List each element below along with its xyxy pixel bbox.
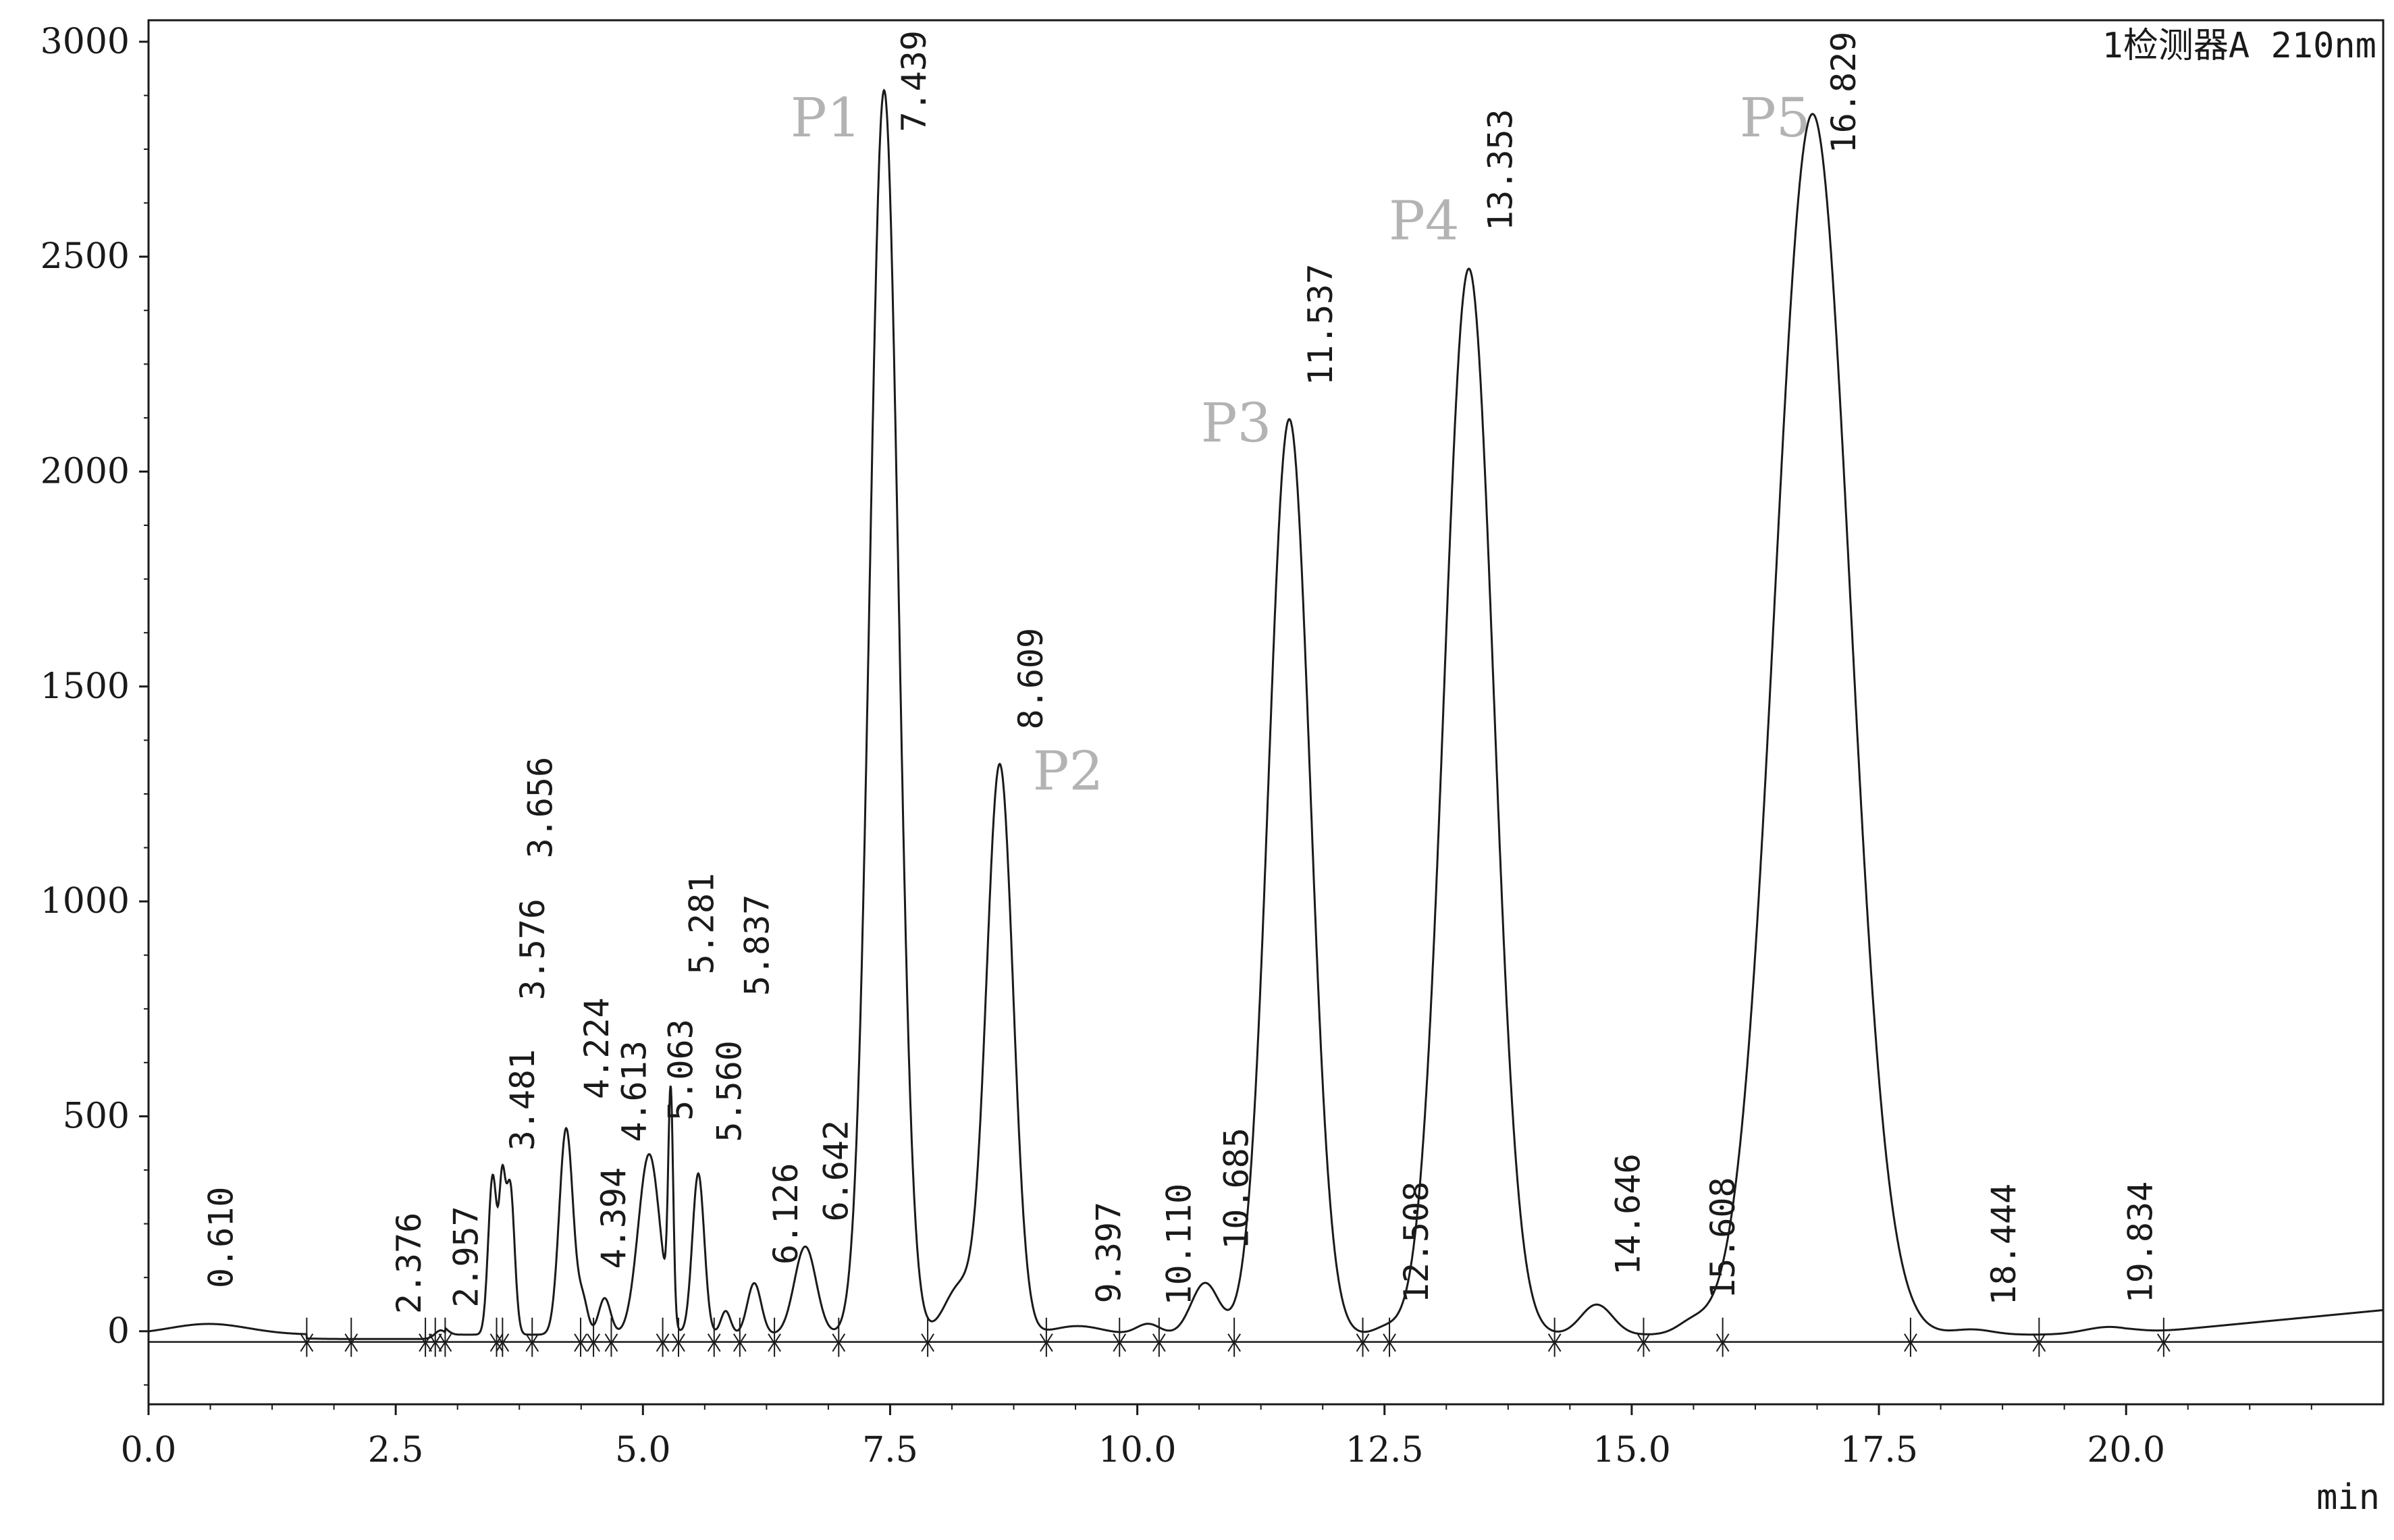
integration-mark bbox=[2157, 1317, 2171, 1357]
plot-frame bbox=[147, 19, 2385, 1406]
detector-label: 1检测器A 210nm bbox=[2102, 26, 2376, 66]
integration-mark bbox=[1715, 1317, 1730, 1357]
peak-retention-label: 5.560 bbox=[710, 1040, 749, 1142]
x-tick-label: 15.0 bbox=[1593, 1430, 1671, 1470]
integration-mark bbox=[707, 1317, 721, 1357]
integration-marks bbox=[300, 1317, 2171, 1357]
integration-mark bbox=[1227, 1317, 1241, 1357]
peak-retention-label: 4.613 bbox=[615, 1040, 654, 1142]
peak-retention-label: 4.224 bbox=[577, 997, 616, 1099]
peak-retention-label: 5.837 bbox=[737, 895, 776, 997]
peak-annotation: P5 bbox=[1740, 86, 1811, 149]
peak-annotation: P1 bbox=[791, 86, 861, 149]
y-tick-label: 2500 bbox=[41, 236, 130, 277]
x-tick-label: 2.5 bbox=[368, 1430, 424, 1470]
peak-retention-label: 9.397 bbox=[1090, 1202, 1129, 1304]
x-tick-label: 20.0 bbox=[2087, 1430, 2165, 1470]
x-tick-label: 7.5 bbox=[862, 1430, 918, 1470]
integration-mark bbox=[656, 1317, 670, 1357]
integration-mark bbox=[344, 1317, 358, 1357]
integration-mark bbox=[2032, 1317, 2046, 1357]
integration-mark bbox=[587, 1317, 600, 1357]
peak-retention-label: 3.481 bbox=[503, 1049, 542, 1151]
integration-mark bbox=[1113, 1317, 1127, 1357]
peak-retention-label: 2.957 bbox=[447, 1206, 486, 1308]
x-axis: 0.0 2.5 5.0 7.5 10.0 12.5 15.0 17.5 20.0 bbox=[121, 1404, 2312, 1470]
peak-annotation: P4 bbox=[1389, 190, 1460, 253]
integration-mark bbox=[1040, 1317, 1053, 1357]
peak-retention-label: 4.394 bbox=[594, 1167, 633, 1269]
y-tick-label: 0 bbox=[107, 1311, 130, 1352]
peak-retention-label: 13.353 bbox=[1481, 109, 1520, 231]
peak-retention-label: 6.642 bbox=[816, 1120, 855, 1222]
integration-mark bbox=[574, 1317, 587, 1357]
integration-mark bbox=[733, 1317, 747, 1357]
peak-retention-label: 5.063 bbox=[662, 1019, 701, 1121]
peak-retention-label: 8.609 bbox=[1011, 628, 1050, 730]
peak-retention-label: 0.610 bbox=[201, 1187, 240, 1289]
peak-retention-label: 5.281 bbox=[682, 873, 721, 975]
peak-retention-label: 10.685 bbox=[1217, 1127, 1256, 1250]
integration-mark bbox=[1904, 1317, 1917, 1357]
x-tick-label: 0.0 bbox=[121, 1430, 177, 1470]
x-tick-label: 5.0 bbox=[615, 1430, 671, 1470]
x-tick-label: 17.5 bbox=[1840, 1430, 1918, 1470]
chromatogram-trace bbox=[148, 88, 2384, 1340]
peak-retention-label: 3.576 bbox=[513, 899, 552, 1001]
integration-mark bbox=[496, 1317, 510, 1357]
y-tick-label: 1000 bbox=[41, 881, 130, 922]
peak-labels: 0.610 2.376 2.957 3.481 3.576 3.656 4.224 4.394… bbox=[201, 30, 2160, 1314]
peak-retention-label: 19.834 bbox=[2121, 1181, 2160, 1304]
y-tick-label: 500 bbox=[63, 1096, 130, 1136]
integration-mark bbox=[1356, 1317, 1370, 1357]
peak-annotation: P3 bbox=[1201, 392, 1272, 454]
integration-mark bbox=[1383, 1317, 1396, 1357]
peak-retention-label: 7.439 bbox=[895, 30, 934, 132]
peak-retention-label: 15.608 bbox=[1703, 1177, 1743, 1299]
peak-retention-label: 18.444 bbox=[1984, 1184, 2023, 1306]
x-tick-label: 10.0 bbox=[1098, 1430, 1177, 1470]
peak-retention-label: 12.508 bbox=[1397, 1181, 1436, 1304]
integration-mark bbox=[768, 1317, 781, 1357]
peak-retention-label: 14.646 bbox=[1609, 1153, 1648, 1275]
y-tick-label: 3000 bbox=[41, 22, 130, 62]
peak-retention-label: 3.656 bbox=[521, 757, 560, 859]
x-axis-unit: min bbox=[2316, 1477, 2380, 1518]
integration-mark bbox=[921, 1317, 934, 1357]
integration-mark bbox=[525, 1317, 539, 1357]
peak-retention-label: 16.829 bbox=[1824, 32, 1863, 154]
peak-retention-label: 10.110 bbox=[1160, 1184, 1199, 1306]
peak-annotation: P2 bbox=[1033, 740, 1104, 803]
y-tick-label: 2000 bbox=[41, 451, 130, 492]
integration-mark bbox=[438, 1317, 452, 1357]
integration-mark bbox=[1547, 1317, 1562, 1357]
peak-retention-label: 2.376 bbox=[390, 1213, 429, 1315]
integration-mark bbox=[604, 1317, 618, 1357]
y-axis: 0 500 1000 1500 2000 2500 3000 bbox=[41, 22, 149, 1386]
integration-mark bbox=[1152, 1317, 1166, 1357]
x-tick-label: 12.5 bbox=[1346, 1430, 1424, 1470]
peak-retention-label: 6.126 bbox=[766, 1163, 805, 1265]
integration-mark bbox=[1637, 1317, 1651, 1357]
peak-annotations: P1 P2 P3 P4 P5 bbox=[791, 86, 1811, 803]
peak-retention-label: 11.537 bbox=[1301, 264, 1340, 386]
y-tick-label: 1500 bbox=[41, 666, 130, 707]
